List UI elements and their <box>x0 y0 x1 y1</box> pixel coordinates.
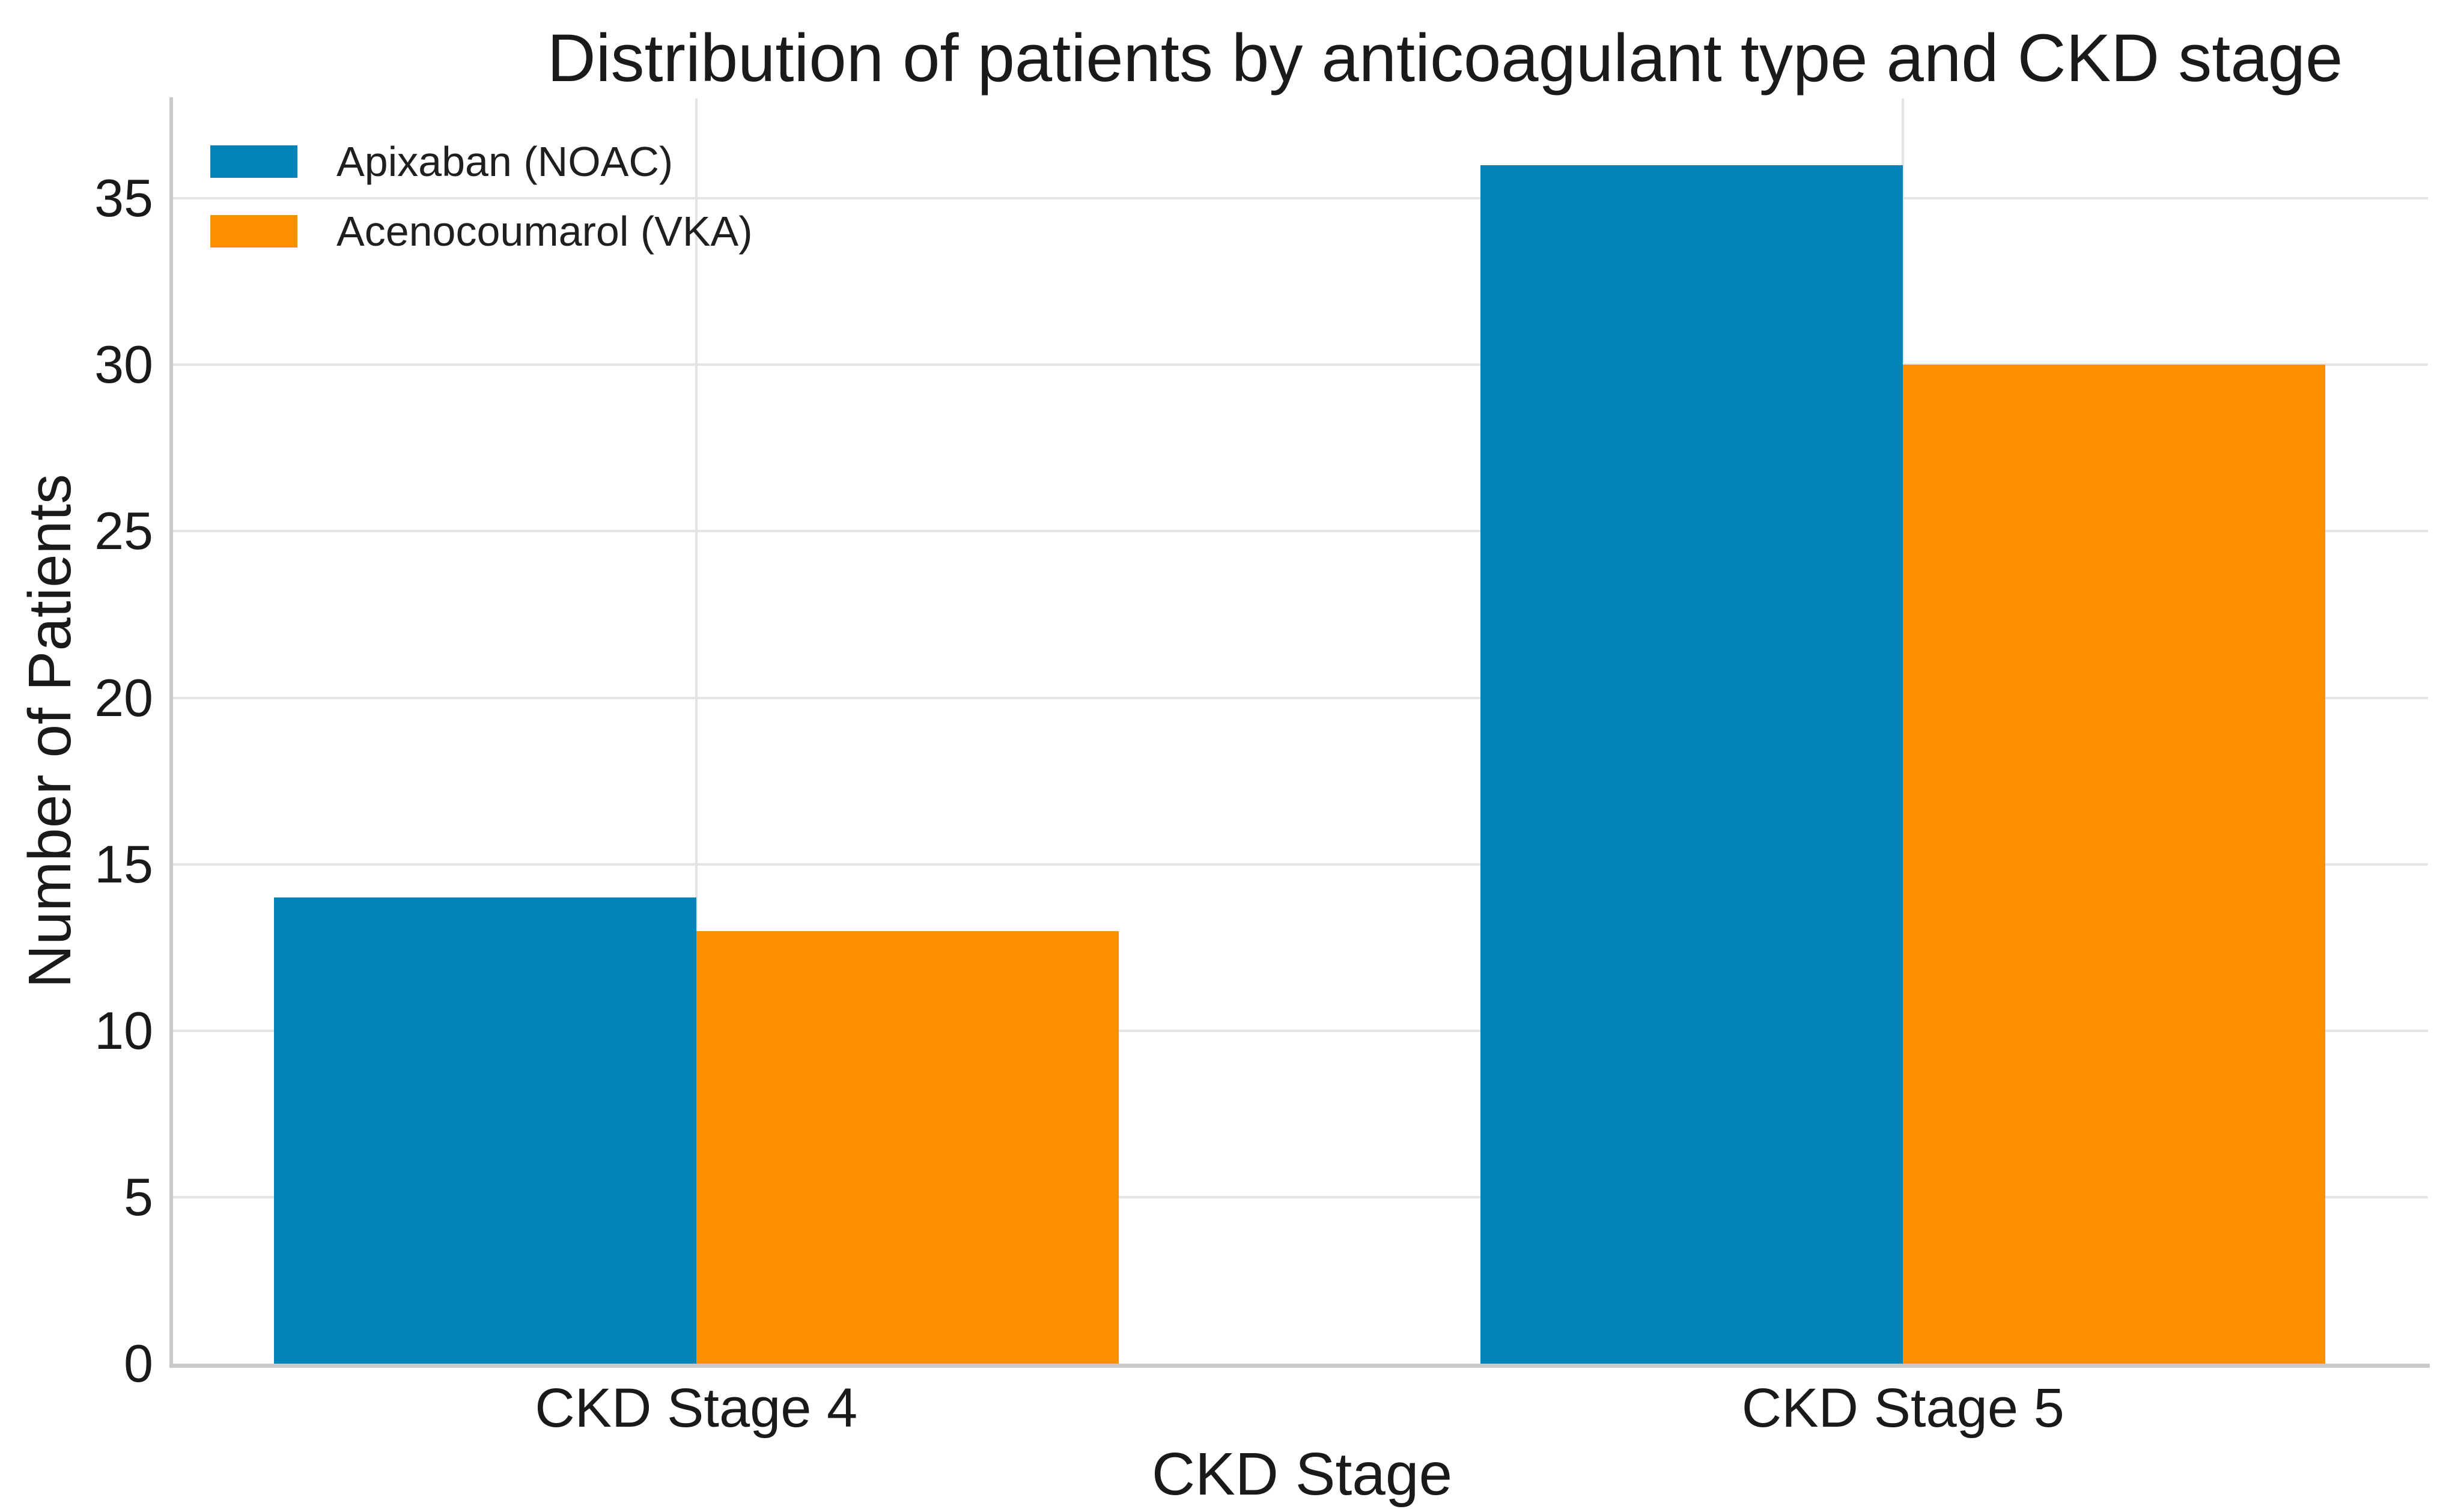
y-gridline <box>171 863 2428 866</box>
bar-apixaban-noac <box>273 897 696 1364</box>
x-axis-label: CKD Stage <box>1151 1441 1453 1508</box>
x-tick-label: CKD Stage 5 <box>1741 1377 2064 1439</box>
y-gridline <box>171 363 2428 366</box>
y-tick-label: 5 <box>124 1167 153 1227</box>
bar-acenocoumarol-vka <box>696 931 1119 1364</box>
y-tick-label: 25 <box>94 501 153 561</box>
y-axis-label: Number of Patients <box>16 474 84 988</box>
bar-apixaban-noac <box>1480 165 1903 1364</box>
legend-label: Acenocoumarol (VKA) <box>336 208 753 255</box>
y-tick-label: 10 <box>94 1000 153 1060</box>
y-tick-label: 30 <box>94 335 153 395</box>
y-tick-label: 15 <box>94 834 153 894</box>
x-tick-label: CKD Stage 4 <box>535 1377 858 1439</box>
bar-acenocoumarol-vka <box>1903 365 2326 1364</box>
y-axis-spine <box>169 97 173 1366</box>
x-axis-spine <box>169 1364 2430 1368</box>
y-gridline <box>171 1029 2428 1032</box>
y-gridline <box>171 1195 2428 1198</box>
x-gridline <box>695 99 698 1364</box>
y-tick-label: 20 <box>94 667 153 727</box>
y-tick-label: 0 <box>124 1334 153 1393</box>
legend-label: Apixaban (NOAC) <box>336 138 674 185</box>
y-tick-label: 35 <box>94 168 153 228</box>
legend-swatch <box>210 145 297 178</box>
y-gridline <box>171 696 2428 699</box>
y-gridline <box>171 530 2428 533</box>
y-gridline <box>171 197 2428 200</box>
legend-swatch <box>210 215 297 247</box>
chart-title: Distribution of patients by anticoagulan… <box>547 20 2343 96</box>
